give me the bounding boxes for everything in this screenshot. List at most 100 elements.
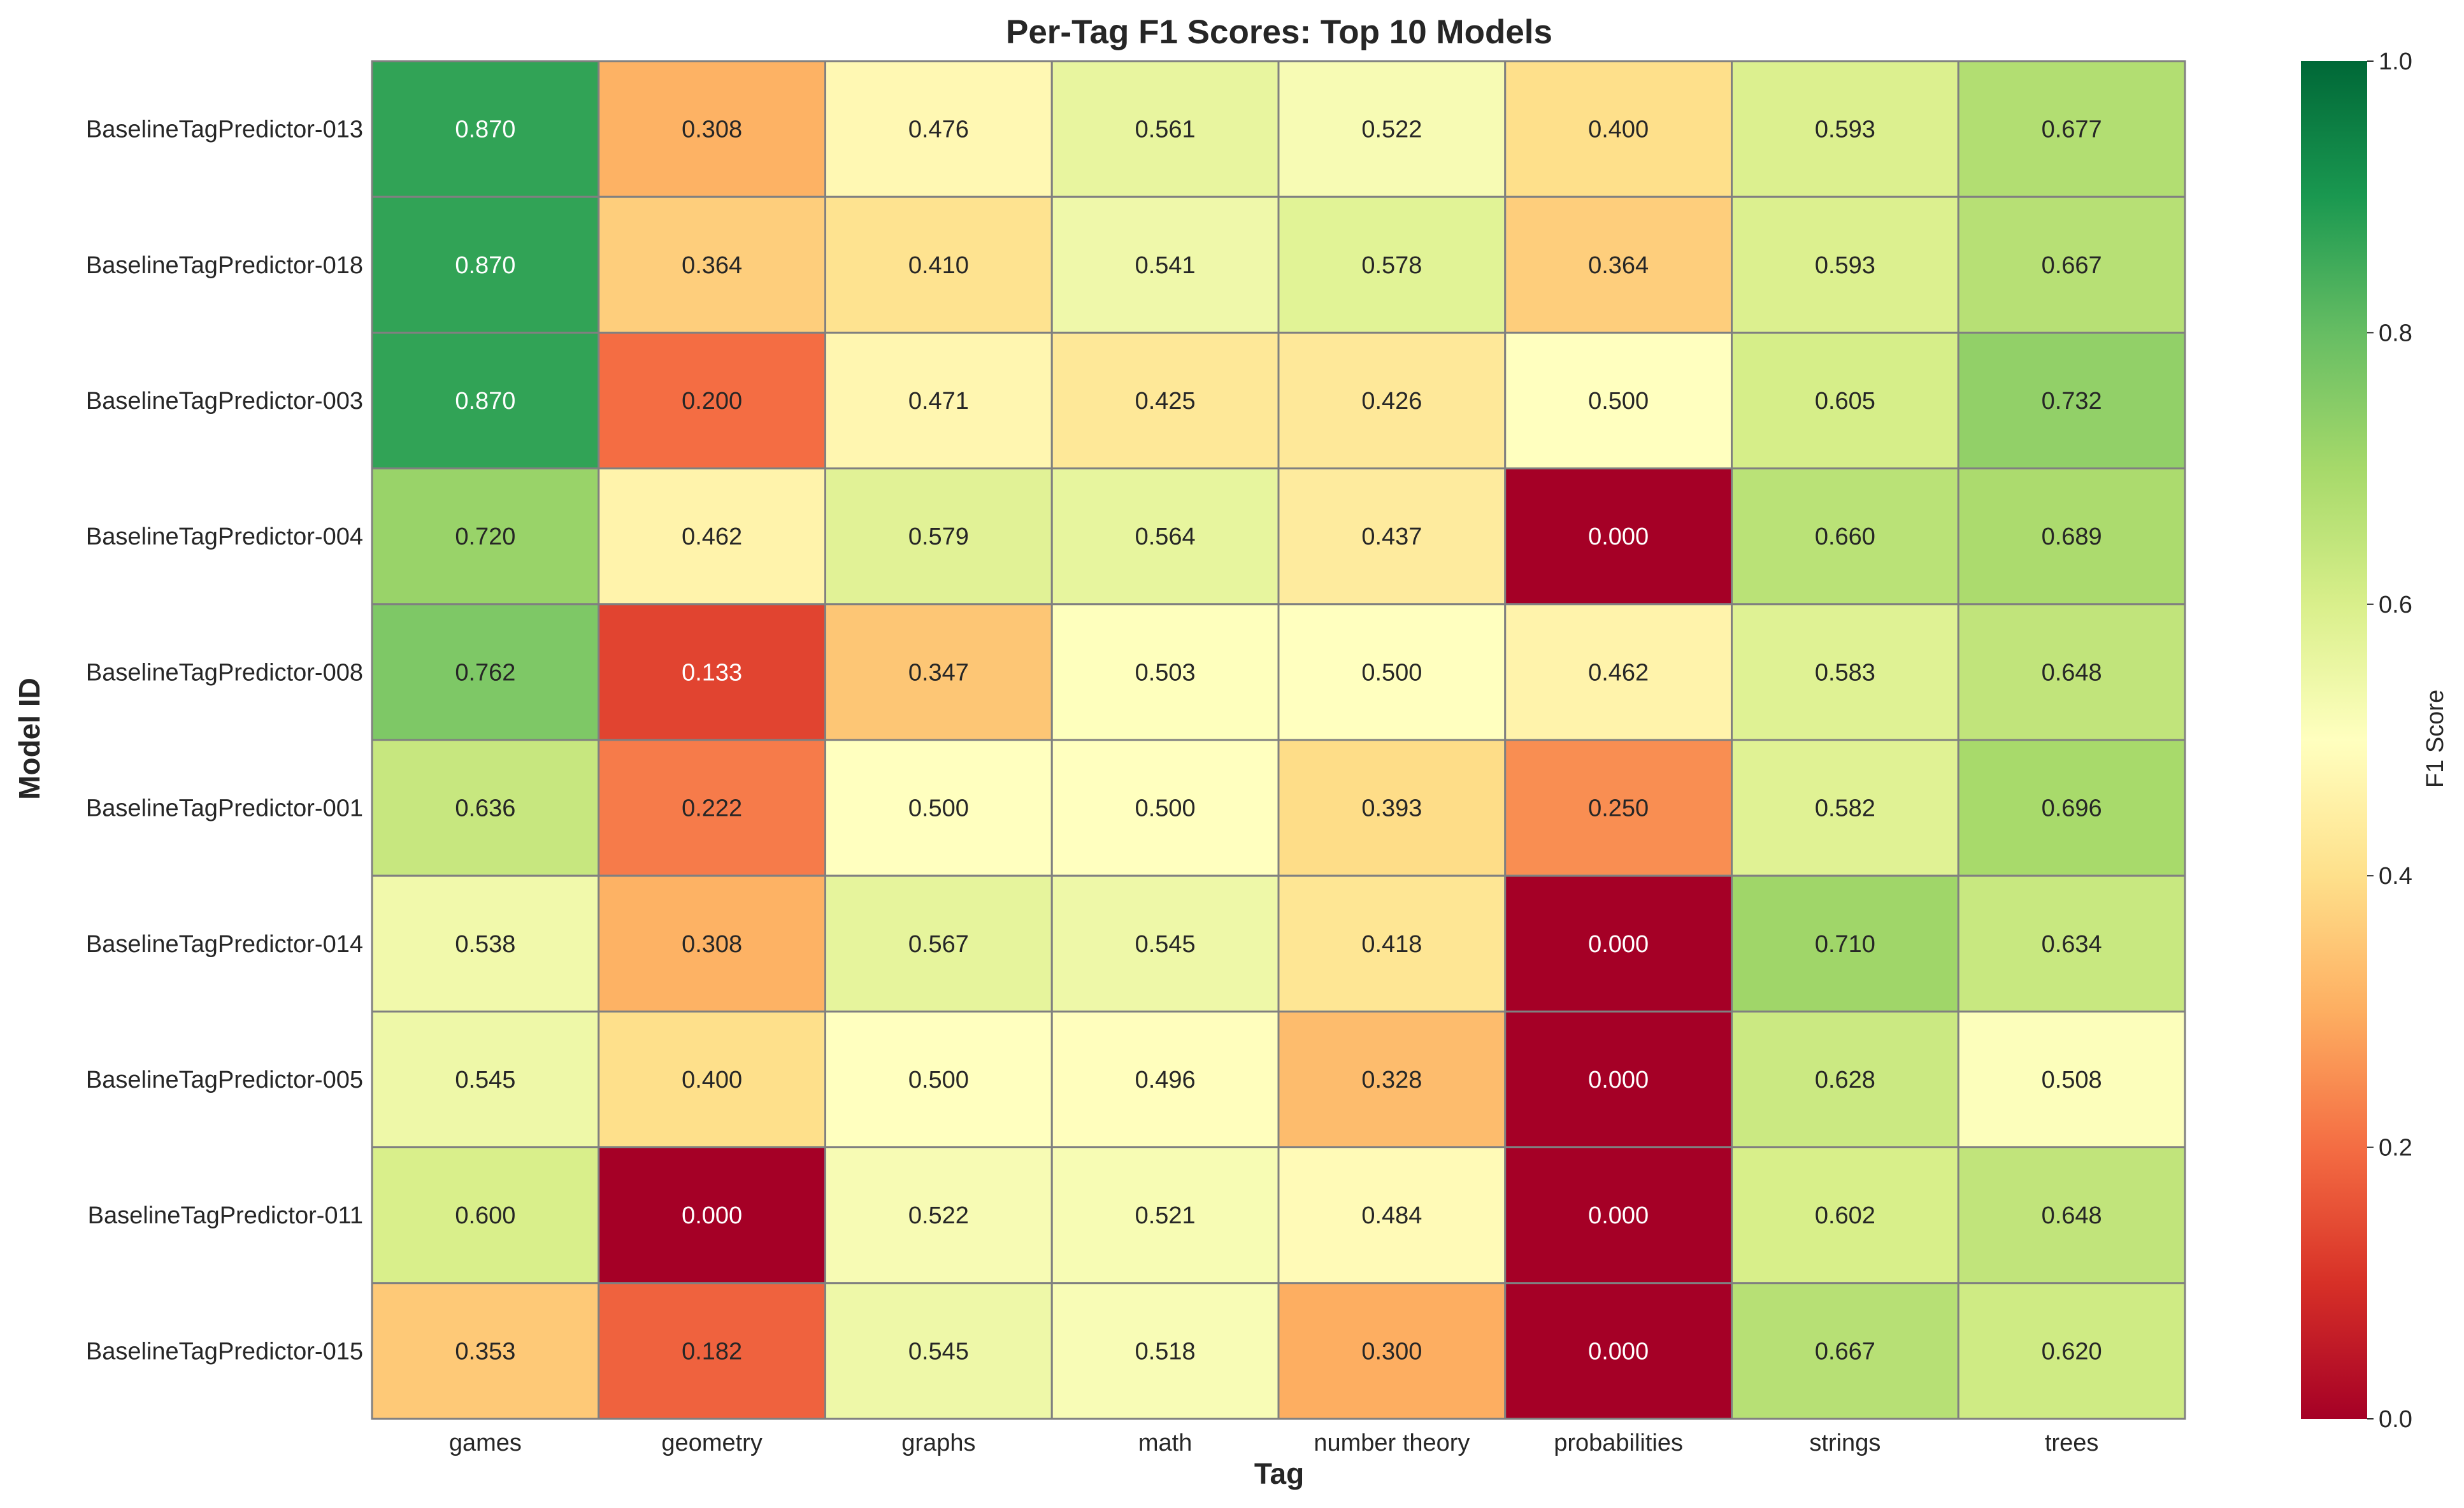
heatmap-cell xyxy=(1731,1282,1959,1420)
y-tick-label: BaselineTagPredictor-005 xyxy=(86,1067,363,1093)
heatmap-cell xyxy=(1731,603,1959,741)
chart-title: Per-Tag F1 Scores: Top 10 Models xyxy=(1006,13,1552,51)
heatmap-cell xyxy=(1957,603,2186,741)
cell-value-label: 0.308 xyxy=(682,117,742,143)
x-tick-label: geometry xyxy=(661,1430,762,1456)
cell-value-label: 0.328 xyxy=(1361,1067,1422,1093)
heatmap-cell xyxy=(1957,739,2186,877)
cell-value-label: 0.667 xyxy=(1815,1338,1875,1365)
y-tick-labels: BaselineTagPredictor-013 BaselineTagPredi… xyxy=(86,117,363,1365)
heatmap-cell xyxy=(1957,874,2186,1013)
y-axis-label: Model ID xyxy=(13,678,46,800)
heatmap-cell xyxy=(824,1010,1053,1149)
heatmap-cell xyxy=(1957,60,2186,198)
cell-value-label: 0.870 xyxy=(455,252,515,279)
x-axis-label: Tag xyxy=(1254,1457,1304,1490)
heatmap-cell xyxy=(371,467,600,606)
heatmap-cell xyxy=(1731,874,1959,1013)
heatmap-cell xyxy=(1277,467,1507,606)
heatmap-cell xyxy=(1957,1010,2186,1149)
heatmap-cell xyxy=(371,874,600,1013)
colorbar-tick-label: 0.4 xyxy=(2379,863,2412,890)
x-tick-label: strings xyxy=(1809,1430,1880,1456)
heatmap-cell xyxy=(824,739,1053,877)
cell-value-label: 0.521 xyxy=(1135,1202,1196,1229)
heatmap-cell xyxy=(1504,1146,1733,1284)
cell-value-label: 0.600 xyxy=(455,1202,515,1229)
cell-value-label: 0.200 xyxy=(682,388,742,415)
colorbar-tick-label: 1.0 xyxy=(2379,48,2412,75)
heatmap-cell xyxy=(1050,1282,1280,1420)
x-tick-label: number theory xyxy=(1314,1430,1470,1456)
cell-value-label: 0.364 xyxy=(682,252,742,279)
cell-value-label: 0.000 xyxy=(1588,1067,1649,1093)
cell-value-label: 0.222 xyxy=(682,795,742,822)
colorbar-tick-label: 0.2 xyxy=(2379,1135,2412,1162)
cell-value-label: 0.567 xyxy=(908,931,969,958)
cell-value-label: 0.636 xyxy=(455,795,515,822)
cell-value-label: 0.133 xyxy=(682,659,742,686)
heatmap-cell xyxy=(1731,739,1959,877)
colorbar-tick-label: 0.6 xyxy=(2379,592,2412,618)
x-tick-label: trees xyxy=(2045,1430,2098,1456)
cell-value-label: 0.538 xyxy=(455,931,515,958)
cell-value-label: 0.364 xyxy=(1588,252,1649,279)
cell-value-label: 0.660 xyxy=(1815,523,1875,550)
cell-value-label: 0.545 xyxy=(908,1338,969,1365)
cell-value-label: 0.648 xyxy=(2042,1202,2102,1229)
cell-value-label: 0.583 xyxy=(1815,659,1875,686)
heatmap-cell xyxy=(598,739,826,877)
heatmap-cell xyxy=(1277,1010,1507,1149)
cell-value-label: 0.503 xyxy=(1135,659,1196,686)
cell-value-label: 0.462 xyxy=(682,523,742,550)
heatmap-cell xyxy=(1050,1146,1280,1284)
cell-value-label: 0.426 xyxy=(1361,388,1422,415)
y-tick-label: BaselineTagPredictor-014 xyxy=(86,931,363,958)
heatmap-cell xyxy=(1957,196,2186,334)
cell-value-label: 0.710 xyxy=(1815,931,1875,958)
cell-value-label: 0.541 xyxy=(1135,252,1196,279)
heatmap-cell xyxy=(1504,739,1733,877)
colorbar-ticks: 0.0 0.2 0.4 0.6 0.8 1.0 xyxy=(2367,48,2412,1433)
heatmap-cell xyxy=(1731,196,1959,334)
cell-value-label: 0.000 xyxy=(1588,931,1649,958)
heatmap-cell xyxy=(1731,467,1959,606)
x-tick-label: games xyxy=(449,1430,522,1456)
cell-value-label: 0.400 xyxy=(1588,117,1649,143)
y-tick-label: BaselineTagPredictor-015 xyxy=(86,1338,363,1365)
heatmap-cell xyxy=(1957,331,2186,470)
heatmap-cell xyxy=(1050,331,1280,470)
cell-value-label: 0.471 xyxy=(908,388,969,415)
y-tick-label: BaselineTagPredictor-018 xyxy=(86,252,363,279)
cell-value-label: 0.500 xyxy=(1588,388,1649,415)
heatmap-cell xyxy=(1277,739,1507,877)
cell-value-label: 0.628 xyxy=(1815,1067,1875,1093)
cell-value-label: 0.300 xyxy=(1361,1338,1422,1365)
heatmap-cell xyxy=(1277,60,1507,198)
cell-value-label: 0.500 xyxy=(908,795,969,822)
cell-value-label: 0.500 xyxy=(1135,795,1196,822)
cell-value-label: 0.564 xyxy=(1135,523,1196,550)
cell-value-label: 0.000 xyxy=(1588,1338,1649,1365)
heatmap-cells: 0.870 0.308 0.476 0.561 0.522 0.400 0.593 0.677… xyxy=(371,60,2186,1420)
heatmap-cell xyxy=(1957,1146,2186,1284)
cell-value-label: 0.400 xyxy=(682,1067,742,1093)
cell-value-label: 0.582 xyxy=(1815,795,1875,822)
cell-value-label: 0.347 xyxy=(908,659,969,686)
cell-value-label: 0.437 xyxy=(1361,523,1422,550)
cell-value-label: 0.250 xyxy=(1588,795,1649,822)
cell-value-label: 0.634 xyxy=(2042,931,2102,958)
colorbar-tick-label: 0.0 xyxy=(2379,1406,2412,1433)
colorbar-label: F1 Score xyxy=(2422,690,2449,788)
heatmap-cell xyxy=(1277,1282,1507,1420)
y-tick-label: BaselineTagPredictor-003 xyxy=(86,388,363,415)
heatmap-cell xyxy=(598,196,826,334)
y-tick-label: BaselineTagPredictor-004 xyxy=(86,523,363,550)
x-tick-label: math xyxy=(1138,1430,1192,1456)
heatmap-cell xyxy=(1277,331,1507,470)
cell-value-label: 0.462 xyxy=(1588,659,1649,686)
heatmap-cell xyxy=(1504,1282,1733,1420)
cell-value-label: 0.522 xyxy=(1361,117,1422,143)
heatmap-cell xyxy=(824,1282,1053,1420)
